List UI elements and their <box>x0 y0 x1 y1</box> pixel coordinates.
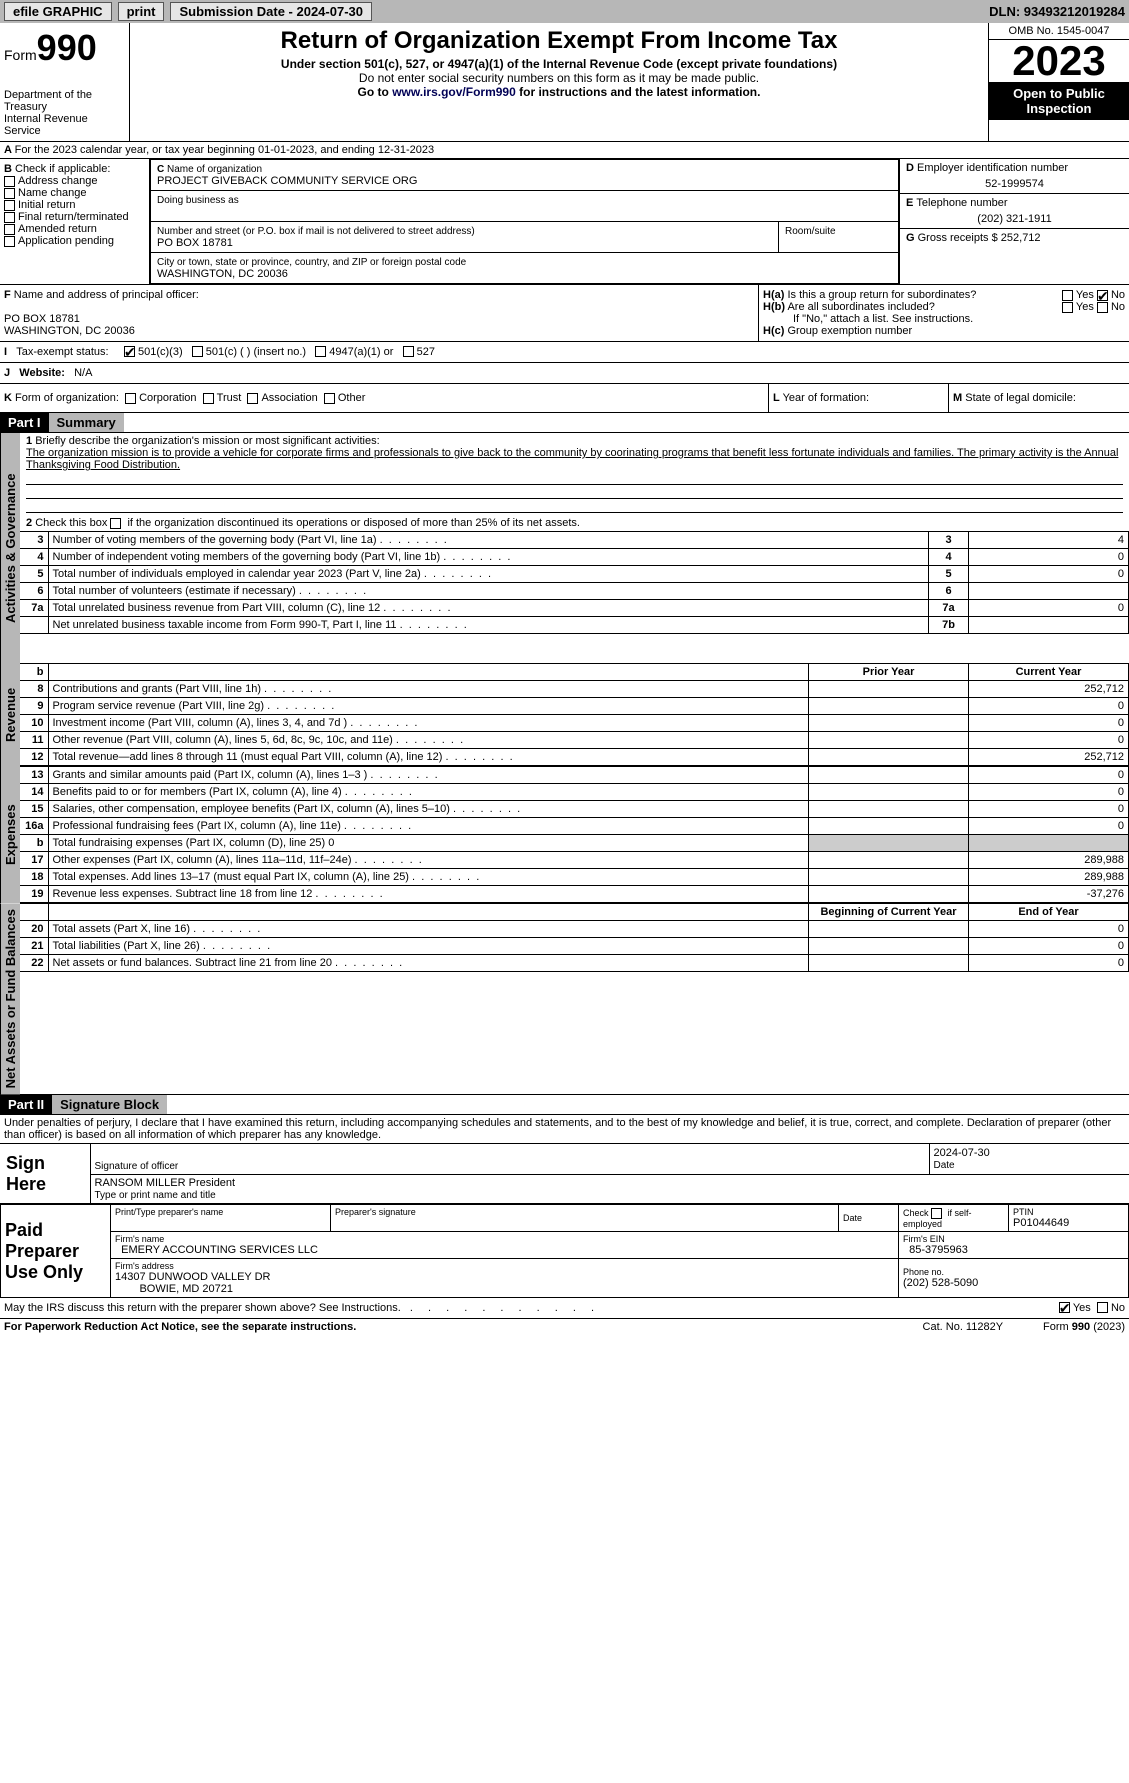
part1-header: Part ISummary <box>0 413 1129 433</box>
discuss-yes[interactable] <box>1059 1302 1070 1313</box>
tab-na: Net Assets or Fund Balances <box>0 903 20 1094</box>
cb-527[interactable] <box>403 346 414 357</box>
form-header: Form990 Department of the Treasury Inter… <box>0 23 1129 142</box>
subtitle-2: Do not enter social security numbers on … <box>134 71 984 85</box>
cb-corp[interactable] <box>125 393 136 404</box>
declaration: Under penalties of perjury, I declare th… <box>0 1115 1129 1144</box>
street: PO BOX 18781 <box>157 237 233 249</box>
open-public: Open to Public Inspection <box>989 82 1129 120</box>
officer-addr2: WASHINGTON, DC 20036 <box>4 325 135 337</box>
tab-exp: Expenses <box>0 766 20 903</box>
tab-rev: Revenue <box>0 663 20 766</box>
part2-header: Part IISignature Block <box>0 1095 1129 1115</box>
hb-yes[interactable] <box>1062 302 1073 313</box>
cb-assoc[interactable] <box>247 393 258 404</box>
footer: For Paperwork Reduction Act Notice, see … <box>0 1319 1129 1335</box>
website: N/A <box>74 367 92 379</box>
cb-501c[interactable] <box>192 346 203 357</box>
dept-treasury: Department of the Treasury <box>4 89 125 113</box>
cb-final-return[interactable] <box>4 212 15 223</box>
hb-no[interactable] <box>1097 302 1108 313</box>
ha-no[interactable] <box>1097 290 1108 301</box>
cb-app-pending[interactable] <box>4 236 15 247</box>
table-exp: 13Grants and similar amounts paid (Part … <box>20 766 1129 903</box>
line-i: I Tax-exempt status: 501(c)(3) 501(c) ( … <box>0 342 1129 363</box>
submission-date: Submission Date - 2024-07-30 <box>170 2 372 21</box>
section-fh: F Name and address of principal officer:… <box>0 285 1129 342</box>
irs-link[interactable]: www.irs.gov/Form990 <box>392 85 516 99</box>
org-name: PROJECT GIVEBACK COMMUNITY SERVICE ORG <box>157 175 417 187</box>
form-title: Return of Organization Exempt From Incom… <box>134 27 984 55</box>
line-klm: K Form of organization: Corporation Trus… <box>0 384 1129 413</box>
mission: The organization mission is to provide a… <box>26 447 1118 471</box>
tab-ag: Activities & Governance <box>0 433 20 663</box>
firm-addr1: 14307 DUNWOOD VALLEY DR <box>115 1271 270 1283</box>
firm-ein: 85-3795963 <box>909 1244 968 1256</box>
table-rev: bPrior YearCurrent Year8Contributions an… <box>20 663 1129 766</box>
part1-rev: Revenue bPrior YearCurrent Year8Contribu… <box>0 663 1129 766</box>
form-label: Form <box>4 47 37 63</box>
irs: Internal Revenue Service <box>4 113 125 137</box>
firm-name: EMERY ACCOUNTING SERVICES LLC <box>121 1244 318 1256</box>
sign-here: Sign Here Signature of officer 2024-07-3… <box>0 1144 1129 1204</box>
firm-phone: (202) 528-5090 <box>903 1277 978 1289</box>
table-ag: 3Number of voting members of the governi… <box>20 531 1129 634</box>
cb-initial-return[interactable] <box>4 200 15 211</box>
print-btn[interactable]: print <box>118 2 165 21</box>
part1-na: Net Assets or Fund Balances Beginning of… <box>0 903 1129 1095</box>
topbar: efile GRAPHIC print Submission Date - 20… <box>0 0 1129 23</box>
phone: (202) 321-1911 <box>906 209 1123 225</box>
subtitle-1: Under section 501(c), 527, or 4947(a)(1)… <box>134 57 984 71</box>
block-d: D Employer identification number52-19995… <box>899 159 1129 284</box>
efile-btn[interactable]: efile GRAPHIC <box>4 2 112 21</box>
sign-date: 2024-07-30 <box>934 1147 990 1159</box>
city: WASHINGTON, DC 20036 <box>157 268 288 280</box>
ptin: P01044649 <box>1013 1217 1069 1229</box>
table-na: Beginning of Current YearEnd of Year20To… <box>20 903 1129 972</box>
discuss-no[interactable] <box>1097 1302 1108 1313</box>
block-b: B Check if applicable: Address change Na… <box>0 159 150 284</box>
officer-name: RANSOM MILLER President <box>95 1177 236 1189</box>
gross-receipts: 252,712 <box>1001 232 1041 244</box>
firm-addr2: BOWIE, MD 20721 <box>139 1283 233 1295</box>
line-j: J Website: N/A <box>0 363 1129 384</box>
block-c: C Name of organization PROJECT GIVEBACK … <box>150 159 899 284</box>
cb-4947[interactable] <box>315 346 326 357</box>
discuss-row: May the IRS discuss this return with the… <box>0 1298 1129 1319</box>
cb-address-change[interactable] <box>4 176 15 187</box>
cb-name-change[interactable] <box>4 188 15 199</box>
cb-trust[interactable] <box>203 393 214 404</box>
section-bcdeg: B Check if applicable: Address change Na… <box>0 159 1129 285</box>
cb-amended[interactable] <box>4 224 15 235</box>
cb-other[interactable] <box>324 393 335 404</box>
cb-self-emp[interactable] <box>931 1208 942 1219</box>
part1-exp: Expenses 13Grants and similar amounts pa… <box>0 766 1129 903</box>
form-990: 990 <box>37 27 97 68</box>
ein: 52-1999574 <box>906 174 1123 190</box>
officer-addr1: PO BOX 18781 <box>4 313 80 325</box>
tax-year: 2023 <box>989 40 1129 82</box>
ha-yes[interactable] <box>1062 290 1073 301</box>
paid-preparer: Paid Preparer Use Only Print/Type prepar… <box>0 1204 1129 1298</box>
part1-ag: Activities & Governance 1 Briefly descri… <box>0 433 1129 663</box>
cb-501c3[interactable] <box>124 346 135 357</box>
cb-discontinued[interactable] <box>110 518 121 529</box>
dln: DLN: 93493212019284 <box>989 4 1125 19</box>
line-a: A For the 2023 calendar year, or tax yea… <box>0 142 1129 159</box>
